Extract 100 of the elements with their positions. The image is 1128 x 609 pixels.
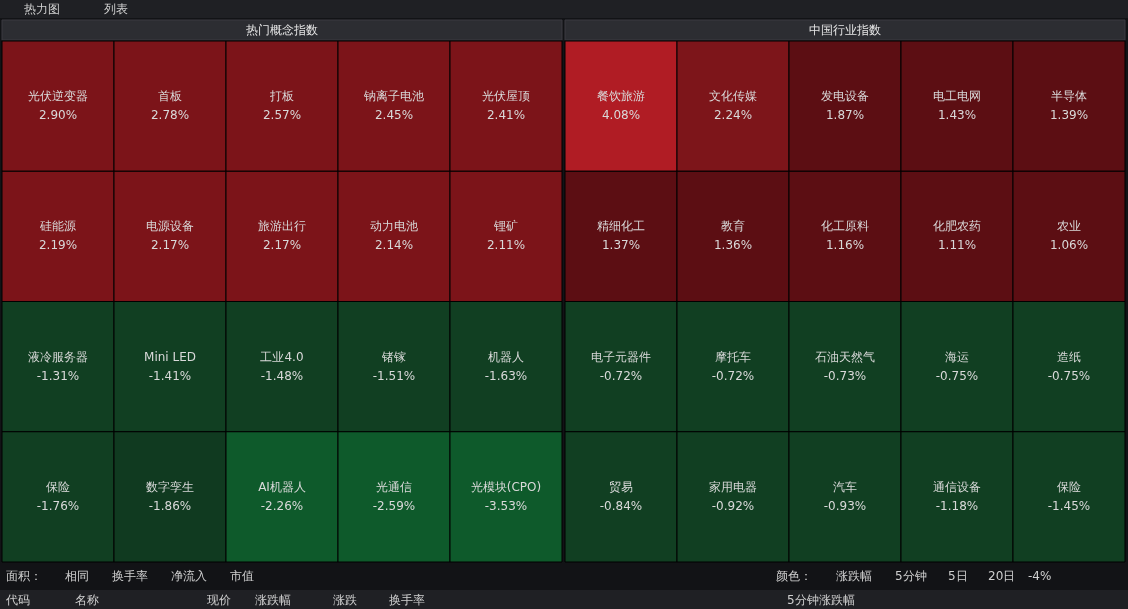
data-label: -1.45%	[1047, 498, 1091, 513]
data-label: 1.39%	[1049, 108, 1089, 123]
text: 代码	[5, 593, 30, 607]
data-label: 1.16%	[825, 238, 865, 253]
text: 涨跌幅	[255, 593, 291, 607]
data-label: -1.18%	[935, 498, 979, 513]
data-label: -1.51%	[372, 368, 416, 383]
data-label: 1.11%	[937, 238, 977, 253]
data-label: -3.53%	[484, 498, 528, 513]
text: -4%	[1028, 569, 1052, 583]
text: 中国行业指数	[809, 23, 881, 37]
category-label: 精细化工	[597, 219, 645, 234]
data-label: 1.37%	[601, 238, 641, 253]
category-label: 旅游出行	[258, 219, 306, 234]
category-label: 数字孪生	[146, 479, 194, 494]
data-label: -1.76%	[36, 498, 80, 513]
category-label: 汽车	[833, 479, 857, 494]
text: 列表	[104, 2, 128, 16]
data-label: 2.24%	[713, 108, 753, 123]
data-label: -0.75%	[1047, 368, 1091, 383]
category-label: 光伏屋顶	[482, 89, 530, 104]
data-label: 2.78%	[150, 108, 190, 123]
category-label: 贸易	[609, 479, 633, 494]
category-label: Mini LED	[144, 349, 196, 364]
text: 净流入	[171, 569, 207, 583]
category-label: 教育	[721, 219, 745, 234]
category-label: 石油天然气	[815, 349, 875, 364]
category-label: 半导体	[1051, 89, 1087, 104]
data-label: 1.87%	[825, 108, 865, 123]
data-label: -1.41%	[148, 368, 192, 383]
category-label: 打板	[269, 89, 294, 104]
data-label: -1.31%	[36, 368, 80, 383]
data-label: 2.45%	[374, 108, 414, 123]
category-label: 电工电网	[933, 89, 981, 104]
data-label: -0.72%	[599, 368, 643, 383]
text: 涨跌幅	[836, 569, 872, 583]
text: 颜色：	[776, 569, 812, 583]
category-label: AI机器人	[258, 479, 306, 494]
text: 5分钟	[895, 569, 927, 583]
category-label: 光伏逆变器	[28, 89, 88, 104]
category-label: 通信设备	[933, 479, 981, 494]
data-label: 2.17%	[262, 238, 302, 253]
category-label: 光通信	[376, 479, 412, 494]
data-label: -1.86%	[148, 498, 192, 513]
text: 换手率	[112, 569, 148, 583]
category-label: 动力电池	[370, 219, 418, 234]
category-label: 电子元器件	[591, 349, 651, 364]
text: 换手率	[389, 593, 425, 607]
data-label: -0.73%	[823, 368, 867, 383]
data-label: 4.08%	[601, 108, 641, 123]
text: 热力图	[24, 2, 60, 16]
data-label: 2.41%	[486, 108, 526, 123]
text: 热门概念指数	[246, 23, 318, 37]
category-label: 钠离子电池	[363, 89, 424, 104]
category-label: 硅能源	[39, 219, 76, 234]
text: 涨跌	[333, 593, 357, 607]
data-label: -1.48%	[260, 368, 304, 383]
category-label: 工业4.0	[260, 349, 304, 364]
text: 现价	[207, 593, 231, 607]
data-label: 1.06%	[1049, 238, 1089, 253]
data-label: 1.36%	[713, 238, 753, 253]
category-label: 发电设备	[821, 89, 869, 104]
data-label: -0.84%	[599, 498, 643, 513]
text: 名称	[75, 593, 99, 607]
data-label: 2.19%	[38, 238, 78, 253]
data-label: -0.92%	[711, 498, 755, 513]
category-label: 锂矿	[493, 219, 518, 234]
text: 5分钟涨跌幅	[787, 593, 855, 607]
text: 面积：	[6, 569, 42, 583]
data-label: -2.26%	[260, 498, 304, 513]
category-label: 液冷服务器	[28, 349, 88, 364]
data-label: 2.14%	[374, 238, 414, 253]
category-label: 文化传媒	[709, 89, 757, 104]
text: 20日	[988, 569, 1016, 583]
text: 市值	[230, 569, 254, 583]
category-label: 农业	[1057, 219, 1081, 234]
category-label: 造纸	[1057, 349, 1081, 364]
category-label: 电源设备	[146, 219, 194, 234]
category-label: 保险	[1057, 479, 1081, 494]
category-label: 首板	[158, 89, 182, 104]
category-label: 家用电器	[709, 479, 757, 494]
data-label: -0.75%	[935, 368, 979, 383]
category-label: 光模块(CPO)	[470, 479, 542, 494]
text: 相同	[65, 569, 89, 583]
data-label: -1.63%	[484, 368, 528, 383]
data-label: -2.59%	[372, 498, 416, 513]
category-label: 锗镓	[381, 349, 406, 364]
data-label: 2.90%	[38, 108, 78, 123]
category-label: 摩托车	[715, 349, 751, 364]
category-label: 机器人	[488, 349, 524, 364]
data-label: 1.43%	[937, 108, 977, 123]
data-label: 2.11%	[486, 238, 526, 253]
category-label: 海运	[945, 349, 969, 364]
data-label: 2.57%	[262, 108, 302, 123]
category-label: 保险	[46, 479, 70, 494]
data-label: -0.72%	[711, 368, 755, 383]
text: 5日	[948, 569, 968, 583]
category-label: 化肥农药	[933, 219, 981, 234]
category-label: 餐饮旅游	[597, 89, 645, 104]
category-label: 化工原料	[821, 219, 869, 234]
